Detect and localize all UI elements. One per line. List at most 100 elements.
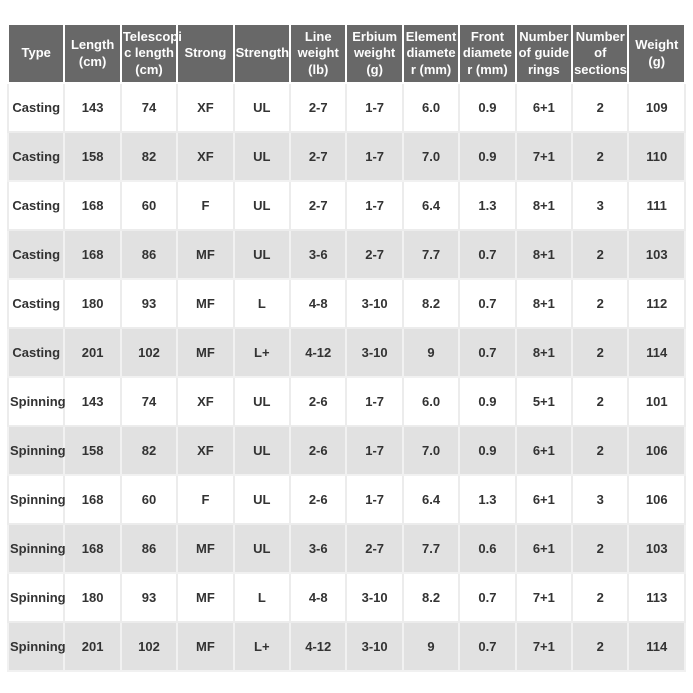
cell-element-diameter-mm: 6.4: [401, 180, 461, 231]
cell-type: Casting: [6, 229, 66, 280]
cell-length-cm: 168: [63, 229, 122, 280]
cell-guide-rings: 7+1: [514, 131, 574, 182]
cell-guide-rings: 8+1: [514, 229, 574, 280]
cell-erbium-weight-g: 1-7: [345, 82, 404, 133]
cell-strength: UL: [232, 523, 292, 574]
cell-length-cm: 180: [63, 278, 122, 329]
cell-sections: 3: [571, 474, 630, 525]
cell-element-diameter-mm: 8.2: [401, 278, 461, 329]
cell-line-weight-lb: 2-6: [289, 425, 348, 476]
spec-table-container: Type Length (cm) Telescopi c length (cm) St…: [6, 23, 686, 672]
table-row: Spinning 180 93 MF L 4-8 3-10 8.2 0.7 7+1 2 113: [6, 572, 686, 623]
cell-length-cm: 201: [63, 621, 122, 672]
cell-weight-g: 110: [627, 131, 686, 182]
table-row: Spinning 158 82 XF UL 2-6 1-7 7.0 0.9 6+1 2 106: [6, 425, 686, 476]
cell-type: Spinning: [6, 425, 66, 476]
cell-telescopic-length-cm: 60: [119, 180, 179, 231]
column-header-strength: Strength: [232, 23, 292, 84]
column-header-weight-g: Weight (g): [627, 23, 686, 84]
cell-element-diameter-mm: 9: [401, 621, 461, 672]
cell-line-weight-lb: 2-7: [289, 82, 348, 133]
cell-telescopic-length-cm: 74: [119, 82, 179, 133]
cell-line-weight-lb: 2-7: [289, 131, 348, 182]
cell-type: Spinning: [6, 474, 66, 525]
column-header-element-diameter-mm: Element diamete r (mm): [401, 23, 461, 84]
column-header-sections: Number of sections: [571, 23, 630, 84]
column-header-type: Type: [6, 23, 66, 84]
cell-front-diameter-mm: 0.9: [458, 131, 517, 182]
cell-element-diameter-mm: 7.0: [401, 425, 461, 476]
cell-telescopic-length-cm: 82: [119, 425, 179, 476]
cell-length-cm: 168: [63, 180, 122, 231]
cell-sections: 2: [571, 327, 630, 378]
cell-weight-g: 103: [627, 229, 686, 280]
cell-type: Spinning: [6, 523, 66, 574]
cell-element-diameter-mm: 6.4: [401, 474, 461, 525]
cell-type: Casting: [6, 131, 66, 182]
cell-front-diameter-mm: 1.3: [458, 180, 517, 231]
cell-strong: MF: [176, 523, 235, 574]
cell-line-weight-lb: 4-8: [289, 278, 348, 329]
cell-strong: MF: [176, 278, 235, 329]
cell-line-weight-lb: 3-6: [289, 523, 348, 574]
cell-line-weight-lb: 2-6: [289, 376, 348, 427]
cell-telescopic-length-cm: 93: [119, 572, 179, 623]
cell-telescopic-length-cm: 74: [119, 376, 179, 427]
cell-strength: UL: [232, 180, 292, 231]
cell-weight-g: 114: [627, 327, 686, 378]
cell-weight-g: 109: [627, 82, 686, 133]
cell-strength: UL: [232, 376, 292, 427]
cell-front-diameter-mm: 0.7: [458, 278, 517, 329]
cell-front-diameter-mm: 0.9: [458, 82, 517, 133]
cell-guide-rings: 6+1: [514, 425, 574, 476]
cell-erbium-weight-g: 1-7: [345, 474, 404, 525]
cell-erbium-weight-g: 1-7: [345, 131, 404, 182]
cell-strong: XF: [176, 82, 235, 133]
cell-strong: F: [176, 180, 235, 231]
cell-sections: 2: [571, 82, 630, 133]
cell-weight-g: 114: [627, 621, 686, 672]
table-row: Casting 143 74 XF UL 2-7 1-7 6.0 0.9 6+1 2 109: [6, 82, 686, 133]
cell-element-diameter-mm: 7.0: [401, 131, 461, 182]
cell-weight-g: 106: [627, 474, 686, 525]
cell-strength: L: [232, 278, 292, 329]
cell-erbium-weight-g: 2-7: [345, 229, 404, 280]
cell-type: Casting: [6, 82, 66, 133]
column-header-length-cm: Length (cm): [63, 23, 122, 84]
cell-guide-rings: 8+1: [514, 327, 574, 378]
cell-line-weight-lb: 3-6: [289, 229, 348, 280]
cell-erbium-weight-g: 1-7: [345, 180, 404, 231]
cell-guide-rings: 7+1: [514, 572, 574, 623]
cell-guide-rings: 7+1: [514, 621, 574, 672]
cell-guide-rings: 8+1: [514, 180, 574, 231]
cell-sections: 2: [571, 376, 630, 427]
cell-erbium-weight-g: 3-10: [345, 572, 404, 623]
cell-length-cm: 168: [63, 474, 122, 525]
table-row: Casting 201 102 MF L+ 4-12 3-10 9 0.7 8+1 2 114: [6, 327, 686, 378]
cell-erbium-weight-g: 1-7: [345, 425, 404, 476]
cell-telescopic-length-cm: 93: [119, 278, 179, 329]
cell-front-diameter-mm: 0.7: [458, 229, 517, 280]
cell-sections: 2: [571, 229, 630, 280]
cell-erbium-weight-g: 2-7: [345, 523, 404, 574]
cell-erbium-weight-g: 3-10: [345, 278, 404, 329]
cell-length-cm: 180: [63, 572, 122, 623]
cell-type: Casting: [6, 327, 66, 378]
cell-length-cm: 158: [63, 425, 122, 476]
cell-guide-rings: 6+1: [514, 474, 574, 525]
cell-length-cm: 201: [63, 327, 122, 378]
cell-type: Casting: [6, 278, 66, 329]
table-row: Spinning 143 74 XF UL 2-6 1-7 6.0 0.9 5+1 2 101: [6, 376, 686, 427]
table-row: Casting 180 93 MF L 4-8 3-10 8.2 0.7 8+1 2 112: [6, 278, 686, 329]
header-row: Type Length (cm) Telescopi c length (cm) St…: [6, 23, 686, 84]
cell-strength: UL: [232, 229, 292, 280]
table-row: Spinning 168 86 MF UL 3-6 2-7 7.7 0.6 6+1 2 103: [6, 523, 686, 574]
cell-strong: MF: [176, 229, 235, 280]
cell-strength: L+: [232, 621, 292, 672]
cell-length-cm: 168: [63, 523, 122, 574]
cell-strong: MF: [176, 572, 235, 623]
column-header-front-diameter-mm: Front diamete r (mm): [458, 23, 517, 84]
cell-strong: MF: [176, 621, 235, 672]
cell-front-diameter-mm: 0.9: [458, 376, 517, 427]
cell-sections: 2: [571, 621, 630, 672]
